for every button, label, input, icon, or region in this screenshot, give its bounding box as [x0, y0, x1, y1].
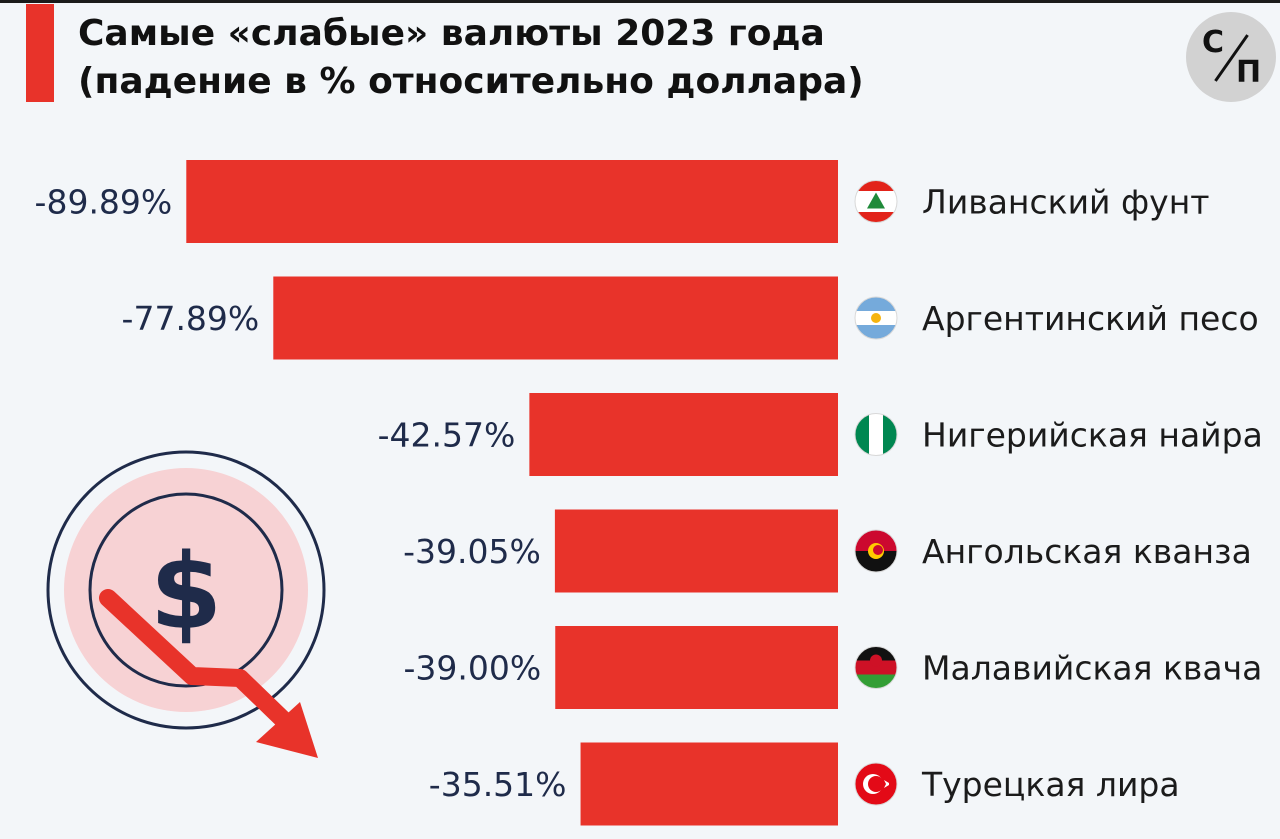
dollar-decline-illustration: $ — [46, 450, 326, 758]
bar-row: -77.89% Аргентинский песо — [122, 276, 1259, 360]
logo-letter-top: С — [1202, 25, 1225, 60]
angola-flag-icon — [854, 529, 898, 573]
dollar-coin-icon — [64, 468, 308, 712]
title-line-1: Самые «слабые» валюты 2023 года — [78, 13, 825, 54]
top-rule — [0, 0, 1280, 3]
bar-row: -39.00% Малавийская квача — [404, 626, 1262, 709]
bar — [273, 276, 838, 360]
title-line-2: (падение в % относительно доллара) — [78, 61, 864, 102]
value-label: -39.05% — [403, 532, 541, 571]
nigeria-flag-icon — [854, 413, 898, 456]
bar — [580, 742, 838, 826]
lebanon-flag-icon — [854, 180, 898, 223]
category-label: Нигерийская найра — [922, 416, 1263, 455]
category-label: Аргентинский песо — [922, 299, 1259, 338]
title-accent-bar — [26, 4, 54, 102]
bar-row: -42.57% Нигерийская найра — [378, 393, 1263, 476]
bar-row: -39.05% Ангольская кванза — [403, 509, 1252, 593]
bars-layer: -89.89% Ливанский фунт -77.89% Аргентинский… — [35, 160, 1263, 826]
value-label: -35.51% — [429, 765, 567, 804]
bar-row: -35.51% Турецкая лира — [429, 742, 1180, 826]
value-label: -89.89% — [35, 183, 173, 222]
logo-letter-bottom: П — [1236, 55, 1262, 90]
argentina-flag-icon — [854, 296, 898, 340]
value-label: -39.00% — [404, 649, 542, 688]
value-label: -42.57% — [378, 416, 516, 455]
turkey-flag-icon — [854, 762, 898, 806]
arrow-head — [256, 702, 318, 758]
category-label: Ангольская кванза — [922, 532, 1252, 571]
category-label: Турецкая лира — [921, 765, 1180, 804]
category-label: Ливанский фунт — [922, 183, 1210, 222]
bar — [186, 160, 839, 243]
malawi-flag-icon — [854, 646, 898, 689]
category-label: Малавийская квача — [922, 649, 1262, 688]
bar-row: -89.89% Ливанский фунт — [35, 160, 1210, 243]
down-trend-arrow-icon — [99, 589, 309, 745]
value-label: -77.89% — [122, 299, 260, 338]
bar — [554, 509, 838, 593]
bar — [555, 626, 838, 709]
dollar-sign: $ — [150, 531, 222, 653]
bar — [529, 393, 838, 476]
inner-ring-line — [88, 492, 284, 688]
publisher-logo: С П — [1186, 12, 1276, 102]
chart-title: Самые «слабые» валюты 2023 года (падение… — [78, 10, 1158, 106]
outer-ring-line — [46, 450, 326, 730]
